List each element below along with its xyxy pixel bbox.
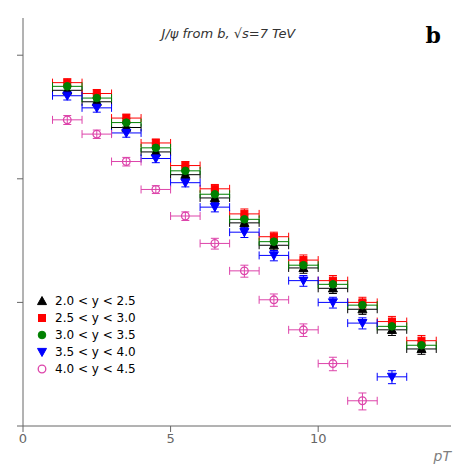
html-text:2.5 < y < 3.0: 2.5 < y < 3.0	[55, 310, 136, 325]
svg-text:pT: pT	[433, 448, 453, 464]
html-text:2.0 < y < 2.5: 2.0 < y < 2.5	[55, 293, 136, 308]
html-text:3.0 < y < 3.5: 3.0 < y < 3.5	[55, 327, 136, 342]
html-text:3.5 < y < 4.0: 3.5 < y < 4.0	[55, 344, 136, 359]
html-text:b: b	[425, 22, 441, 48]
svg-text:0: 0	[19, 431, 27, 446]
html-text:J/ψ from b, √s=7 TeV: J/ψ from b, √s=7 TeV	[161, 26, 296, 41]
svg-text:10: 10	[310, 431, 327, 446]
svg-text:5: 5	[166, 431, 174, 446]
html-text:4.0 < y < 4.5: 4.0 < y < 4.5	[55, 361, 136, 376]
